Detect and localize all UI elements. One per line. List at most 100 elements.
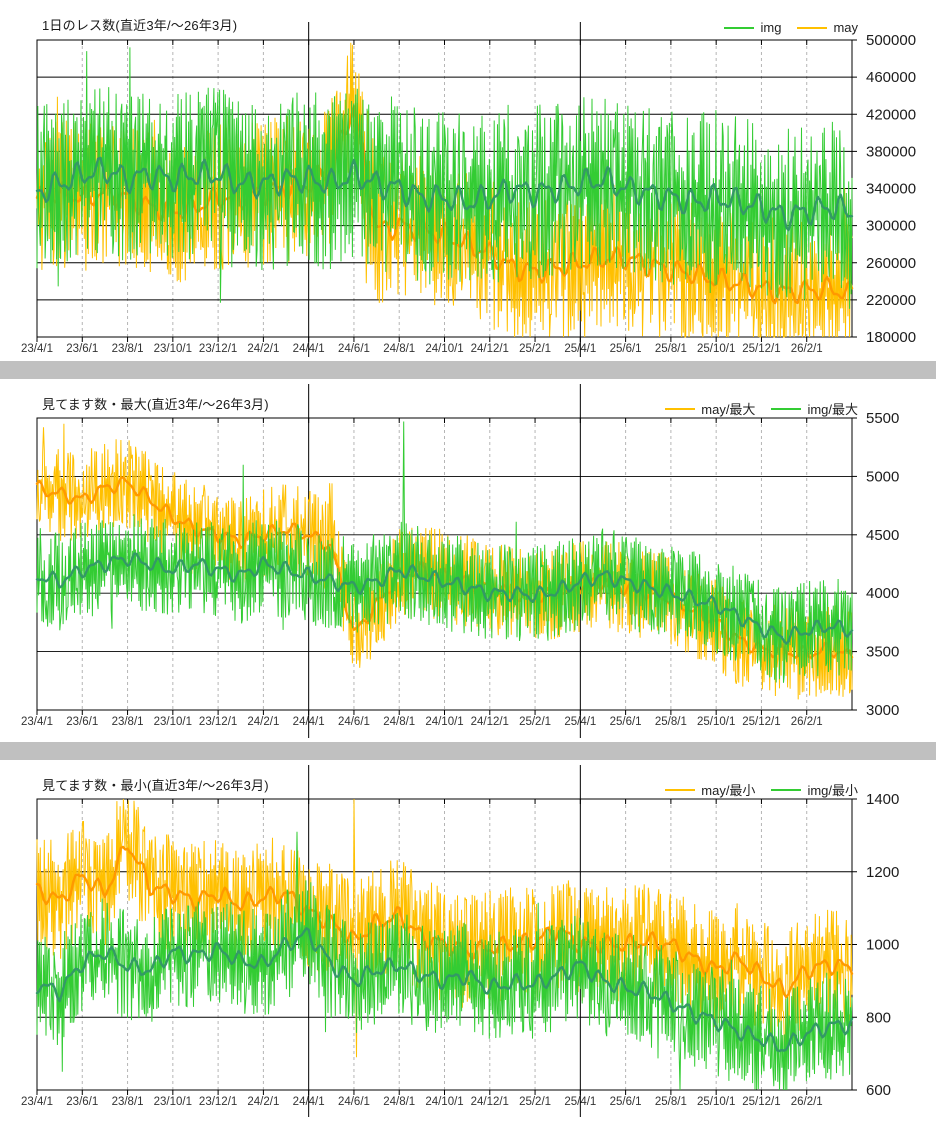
y-axis-label: 4000 (866, 585, 899, 602)
y-axis-label: 1200 (866, 864, 899, 881)
x-axis-label: 23/8/1 (112, 343, 144, 355)
legend-label: img/最大 (807, 402, 858, 417)
x-axis-label: 24/2/1 (247, 1096, 279, 1108)
x-axis-label: 24/10/1 (425, 1096, 463, 1108)
y-axis-label: 460000 (866, 69, 916, 86)
legend-item: may/最大 (665, 399, 755, 418)
legend-line-swatch (724, 26, 755, 29)
x-axis-label: 23/12/1 (199, 1096, 237, 1108)
y-axis-label: 340000 (866, 181, 916, 198)
legend-label: may/最小 (701, 783, 756, 798)
legend-line-swatch (665, 788, 696, 791)
chart-legend: may/最大 img/最大 (665, 399, 858, 418)
separator-bar (0, 742, 936, 760)
x-axis-label: 26/2/1 (791, 1096, 823, 1108)
chart-legend: img may (724, 20, 858, 35)
x-axis-label: 23/6/1 (66, 1096, 98, 1108)
chart-plot: 1400 1200 1000 800 600 23/4/1 23/6/1 23/8/1 23/1… (21, 765, 899, 1117)
x-axis-label: 25/8/1 (655, 343, 687, 355)
y-axis-label: 5000 (866, 468, 899, 485)
y-axis-label: 420000 (866, 106, 916, 123)
y-axis-label: 600 (866, 1082, 891, 1099)
x-axis-label: 23/8/1 (112, 716, 144, 728)
y-axis-label: 220000 (866, 292, 916, 309)
x-axis-label: 25/8/1 (655, 716, 687, 728)
chart-section-watchers-min: 見てます数・最小(直近3年/～26年3月) may/最小 img/最小 1400 1… (0, 760, 936, 1121)
legend-label: may/最大 (701, 402, 756, 417)
x-axis-label: 23/6/1 (66, 716, 98, 728)
x-axis-label: 24/12/1 (471, 716, 509, 728)
separator-bar (0, 361, 936, 379)
x-axis-label: 25/10/1 (697, 1096, 735, 1108)
x-axis-label: 24/12/1 (471, 1096, 509, 1108)
y-axis-label: 380000 (866, 143, 916, 160)
chart-plot: 5500 5000 4500 4000 3500 3000 23/4/1 23/6/1 23/8… (21, 384, 899, 738)
x-axis-label: 26/2/1 (791, 716, 823, 728)
x-axis-label: 25/2/1 (519, 716, 551, 728)
y-axis-label: 800 (866, 1009, 891, 1026)
x-axis-label: 24/10/1 (425, 343, 463, 355)
y-axis-label: 1400 (866, 791, 899, 808)
x-axis-label: 25/6/1 (610, 343, 642, 355)
legend-line-swatch (771, 407, 802, 410)
chart-legend: may/最小 img/最小 (665, 780, 858, 799)
x-axis-label: 25/12/1 (742, 343, 780, 355)
x-axis-label: 23/10/1 (154, 1096, 192, 1108)
y-axis-label: 300000 (866, 218, 916, 235)
x-axis-label: 25/6/1 (610, 1096, 642, 1108)
y-axis-label: 5500 (866, 410, 899, 427)
legend-item: may/最小 (665, 780, 755, 799)
series-raw-img (36, 47, 853, 309)
chart-title: 見てます数・最小(直近3年/～26年3月) (42, 778, 269, 793)
x-axis-label: 24/6/1 (338, 343, 370, 355)
x-axis-label: 23/12/1 (199, 343, 237, 355)
y-axis-label: 260000 (866, 255, 916, 272)
legend-item: img/最大 (771, 399, 858, 418)
x-axis-label: 23/12/1 (199, 716, 237, 728)
x-axis-label: 24/6/1 (338, 1096, 370, 1108)
y-axis-label: 180000 (866, 329, 916, 346)
x-axis-label: 25/12/1 (742, 1096, 780, 1108)
legend-label: img/最小 (807, 783, 858, 798)
y-axis-label: 4500 (866, 527, 899, 544)
x-axis-label: 24/12/1 (471, 343, 509, 355)
x-axis-label: 24/8/1 (383, 1096, 415, 1108)
x-axis-label: 25/2/1 (519, 1096, 551, 1108)
x-axis-label: 24/2/1 (247, 716, 279, 728)
y-axis-label: 1000 (866, 937, 899, 954)
x-axis-label: 26/2/1 (791, 343, 823, 355)
y-axis-label: 3000 (866, 702, 899, 719)
x-axis-label: 24/10/1 (425, 716, 463, 728)
legend-line-swatch (771, 788, 802, 791)
y-axis-label: 500000 (866, 32, 916, 49)
legend-label: may (833, 20, 858, 35)
chart-title: 1日のレス数(直近3年/～26年3月) (42, 18, 238, 33)
legend-item: img/最小 (771, 780, 858, 799)
x-axis-label: 24/6/1 (338, 716, 370, 728)
x-axis-label: 25/8/1 (655, 1096, 687, 1108)
legend-line-swatch (797, 26, 828, 29)
legend-line-swatch (665, 407, 696, 410)
x-axis-label: 23/4/1 (21, 1096, 53, 1108)
x-axis-label: 24/8/1 (383, 343, 415, 355)
x-axis-label: 25/10/1 (697, 343, 735, 355)
series-raw-may/最小 (36, 798, 853, 1068)
chart-section-daily-responses: 1日のレス数(直近3年/～26年3月) img may 500000 460000 4… (0, 0, 936, 361)
x-axis-label: 25/2/1 (519, 343, 551, 355)
x-axis-label: 23/4/1 (21, 343, 53, 355)
x-axis-label: 24/2/1 (247, 343, 279, 355)
x-axis-label: 23/8/1 (112, 1096, 144, 1108)
x-axis-label: 25/12/1 (742, 716, 780, 728)
series-avg-img/最小 (35, 927, 854, 1053)
x-axis-label: 24/8/1 (383, 716, 415, 728)
series-avg-img/最大 (35, 552, 854, 645)
legend-item: img (724, 20, 781, 35)
legend-label: img (760, 20, 782, 35)
x-axis-label: 25/6/1 (610, 716, 642, 728)
x-axis-label: 23/10/1 (154, 343, 192, 355)
chart-section-watchers-max: 見てます数・最大(直近3年/～26年3月) may/最大 img/最大 5500 5… (0, 379, 936, 742)
chart-title: 見てます数・最大(直近3年/～26年3月) (42, 397, 269, 412)
x-axis-label: 23/10/1 (154, 716, 192, 728)
x-axis-label: 23/4/1 (21, 716, 53, 728)
x-axis-label: 23/6/1 (66, 343, 98, 355)
